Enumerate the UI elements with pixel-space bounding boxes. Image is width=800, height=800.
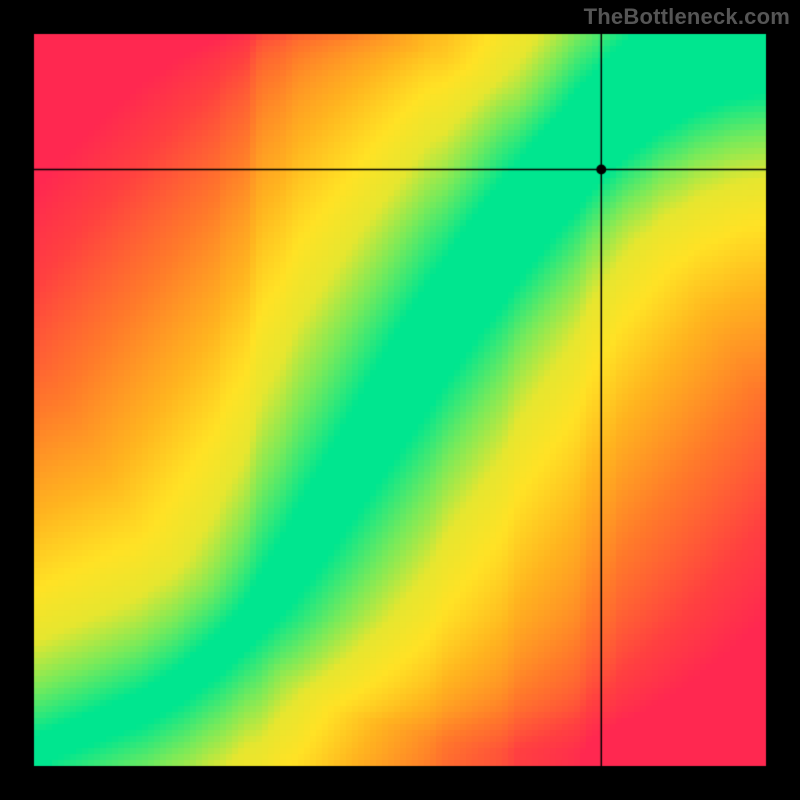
- watermark-text: TheBottleneck.com: [584, 4, 790, 30]
- bottleneck-heatmap-frame: TheBottleneck.com: [0, 0, 800, 800]
- heatmap-canvas: [0, 0, 800, 800]
